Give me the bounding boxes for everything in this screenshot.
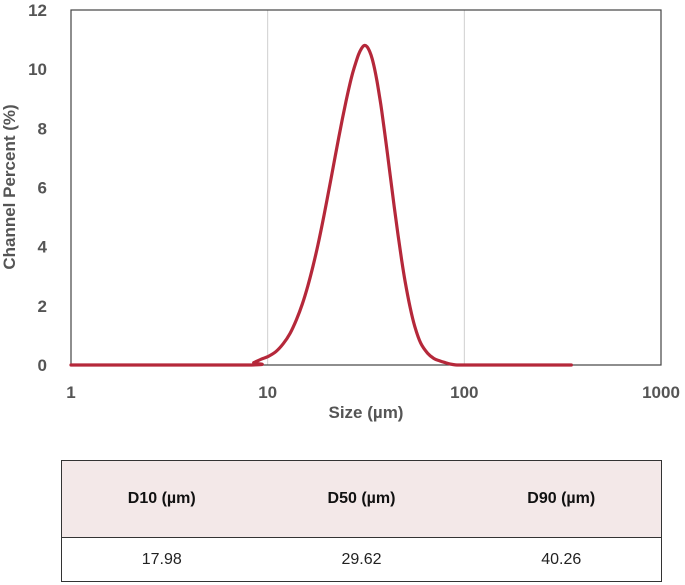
x-tick-label-100: 100 — [450, 383, 478, 402]
plot-area-frame — [70, 9, 662, 366]
d50-value: 29.62 — [341, 550, 382, 568]
y-tick-label-0: 0 — [38, 356, 47, 375]
x-tick-label-1: 1 — [66, 383, 75, 402]
y-axis-ticks: 0 2 4 6 8 10 12 — [28, 1, 47, 375]
y-tick-label-8: 8 — [38, 119, 47, 138]
x-axis-label: Size (µm) — [329, 403, 404, 422]
y-tick-label-4: 4 — [38, 238, 48, 257]
series-line — [69, 43, 573, 367]
x-axis-ticks: 1 10 100 1000 — [66, 383, 680, 402]
d10-value: 17.98 — [141, 550, 182, 568]
stats-value-row: 17.98 29.62 40.26 — [62, 538, 662, 582]
y-tick-label-10: 10 — [28, 60, 47, 79]
particle-size-stats-table: D10 (µm) D50 (µm) D90 (µm) 17.98 29.62 4… — [61, 460, 662, 582]
y-tick-label-12: 12 — [28, 1, 47, 20]
d10-header: D10 (µm) — [61, 460, 262, 538]
gridlines — [267, 10, 465, 365]
y-tick-label-2: 2 — [38, 297, 47, 316]
y-tick-label-6: 6 — [38, 179, 47, 198]
d90-header: D90 (µm) — [461, 460, 662, 538]
x-tick-label-10: 10 — [258, 383, 277, 402]
d90-value: 40.26 — [541, 550, 582, 568]
d50-header: D50 (µm) — [261, 460, 462, 538]
size-distribution-chart: 0 2 4 6 8 10 12 1 10 100 1000 Size (µm) Channel P… — [0, 1, 680, 422]
stats-header-row: D10 (µm) D50 (µm) D90 (µm) — [61, 460, 662, 538]
x-tick-label-1000: 1000 — [642, 383, 680, 402]
y-axis-label: Channel Percent (%) — [0, 104, 19, 269]
